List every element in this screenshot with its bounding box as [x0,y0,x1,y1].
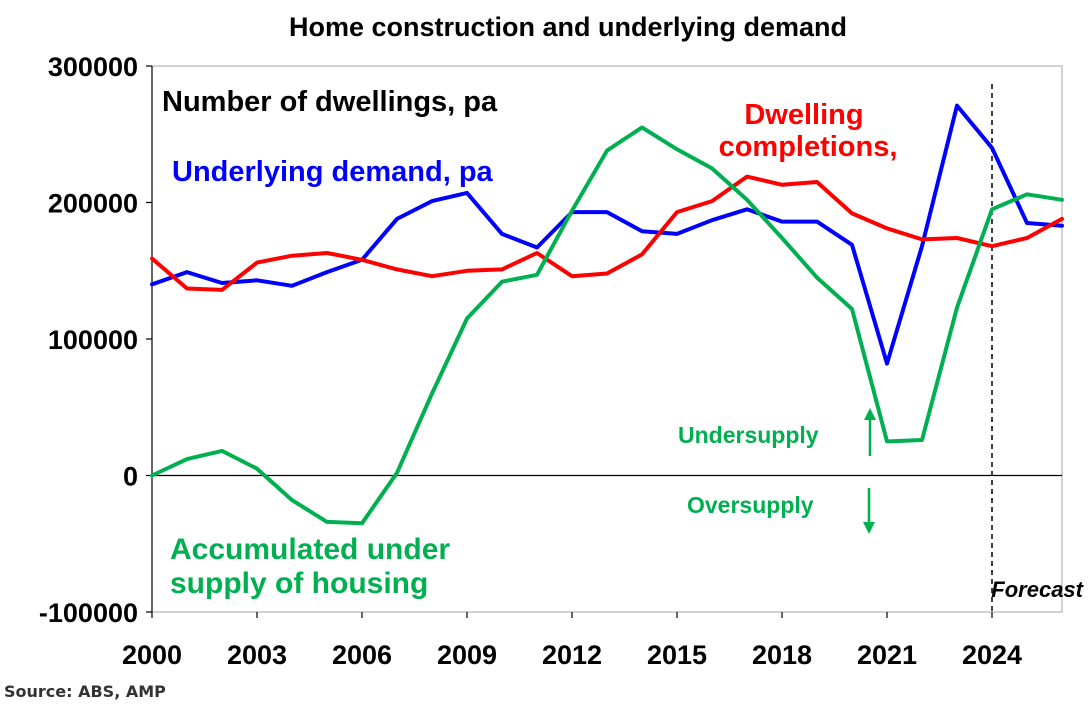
x-tick-label: 2024 [962,640,1022,670]
legend-accumulated-under-supply: Accumulated under supply of housing [170,533,458,600]
axes: -100000 0 100000 200000 300000 2000 2003 2006 20… [39,52,1063,670]
x-tick-label: 2018 [752,640,812,670]
forecast-label: Forecast [991,577,1084,602]
series-line-accumulated-under-supply [150,125,1064,526]
y-tick-label: -100000 [39,598,138,628]
legend-completions-line2: completions, [719,131,898,163]
y-tick-label: 100000 [48,325,138,355]
chart-title: Home construction and underlying demand [289,12,847,42]
undersupply-label: Undersupply [678,422,819,448]
plot-frame [151,65,1063,613]
x-tick-label: 2003 [227,640,287,670]
x-tick-label: 2009 [437,640,497,670]
x-tick-label: 2015 [647,640,707,670]
y-tick-label: 200000 [48,189,138,219]
oversupply-label: Oversupply [687,492,814,518]
x-tick-label: 2021 [857,640,917,670]
x-tick-label: 2012 [542,640,602,670]
y-tick-label: 0 [123,462,138,492]
legend-accumulated-line2: supply of housing [170,567,428,600]
source-note: Source: ABS, AMP [4,682,166,701]
legend-completions-line1: Dwelling [744,99,863,131]
y-tick-label: 300000 [48,52,138,82]
x-tick-label: 2006 [332,640,392,670]
legend-dwelling-completions: Dwelling completions, [719,99,898,163]
legend-underlying-demand: Underlying demand, pa [172,156,494,188]
series-lines [150,103,1064,526]
undersupply-arrow-icon [864,408,876,456]
series-line-dwelling-completions [150,174,1064,292]
legend-accumulated-line1: Accumulated under [170,533,450,566]
oversupply-arrow-icon [863,488,875,534]
x-tick-label: 2000 [122,640,182,670]
y-axis-label: Number of dwellings, pa [162,86,498,118]
series-line-underlying-demand [150,103,1064,366]
